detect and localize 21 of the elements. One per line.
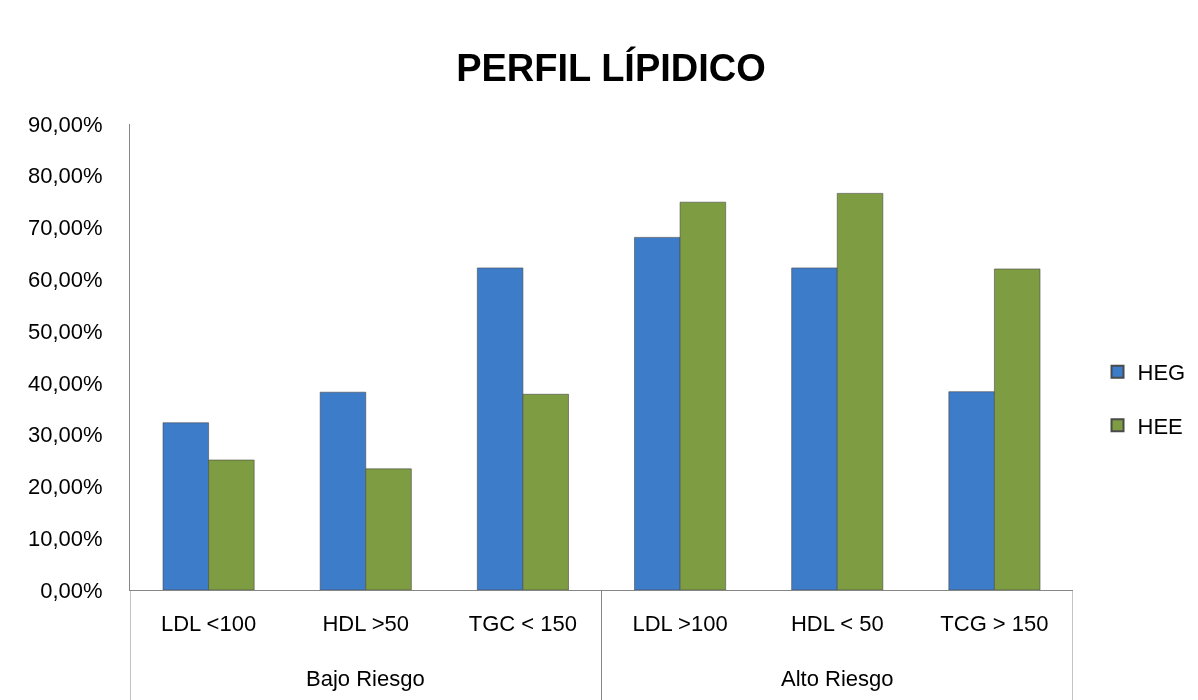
y-tick-label: 30,00% — [27, 422, 103, 448]
y-tick-label: 20,00% — [27, 474, 103, 500]
x-tick-label: LDL <100 — [160, 611, 257, 637]
text: Alto Riesgo — [781, 666, 894, 691]
y-tick-label: 0,00% — [40, 577, 103, 603]
legend-label: HEG — [1137, 360, 1186, 386]
x-tick-label: HDL >50 — [322, 611, 410, 637]
x-tick-label: HDL < 50 — [790, 611, 884, 637]
y-tick-label: 90,00% — [27, 111, 103, 137]
y-tick-label: 80,00% — [27, 163, 103, 189]
x-tick-label: TCG > 150 — [940, 611, 1049, 637]
x-tick-label: LDL >100 — [632, 611, 728, 637]
y-tick-label: 50,00% — [27, 318, 103, 344]
y-tick-label: 10,00% — [27, 525, 103, 551]
chart-title: PERFIL LÍPIDICO — [456, 46, 766, 90]
legend-label: HEE — [1137, 413, 1183, 439]
x-tick-label: TGC < 150 — [468, 611, 578, 637]
y-tick-label: 60,00% — [27, 267, 103, 293]
y-tick-label: 70,00% — [27, 215, 103, 241]
y-tick-label: 40,00% — [27, 370, 103, 396]
text: Bajo Riesgo — [306, 666, 425, 691]
